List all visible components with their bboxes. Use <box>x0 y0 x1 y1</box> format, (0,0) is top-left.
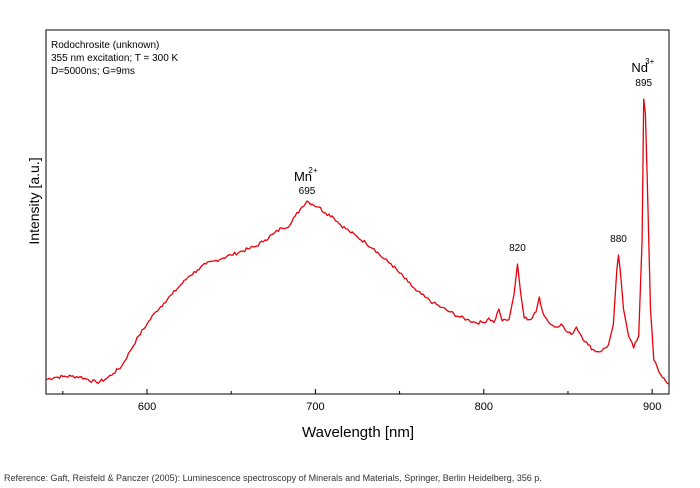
peak-labels: 695 820 880 895 Mn2+ Nd3+ <box>294 57 655 254</box>
ion-charge-mn: 2+ <box>308 166 317 175</box>
x-tick-label-600: 600 <box>138 401 156 413</box>
plot-frame <box>45 29 670 395</box>
info-line-excitation: 355 nm excitation; T = 300 K <box>51 53 179 64</box>
x-axis-label: Wavelength [nm] <box>302 424 414 441</box>
peak-label-895: 895 <box>635 78 652 89</box>
info-line-gate: D=5000ns; G=9ms <box>51 66 135 77</box>
x-tick-label-900: 900 <box>643 401 661 413</box>
x-tick-label-800: 800 <box>475 401 493 413</box>
axes <box>45 29 670 395</box>
peak-label-880: 880 <box>610 234 627 245</box>
reference-note: Reference: Gaft, Reisfeld & Panczer (200… <box>4 473 542 483</box>
info-line-sample: Rodochrosite (unknown) <box>51 40 159 51</box>
peak-label-820: 820 <box>509 243 526 254</box>
ion-label-nd: Nd <box>631 60 648 75</box>
y-axis-label: Intensity [a.u.] <box>26 157 42 244</box>
x-tick-label-700: 700 <box>306 401 324 413</box>
ion-label-mn: Mn <box>294 169 312 184</box>
spectrum-line <box>45 98 670 385</box>
x-ticks: 600 700 800 900 <box>62 389 661 413</box>
series-layer <box>45 98 670 385</box>
spectrum-chart: 600 700 800 900 695 820 880 895 Mn2+ Nd3+ Rodoch… <box>26 29 670 441</box>
ion-charge-nd: 3+ <box>645 57 654 66</box>
peak-label-695: 695 <box>299 186 316 197</box>
